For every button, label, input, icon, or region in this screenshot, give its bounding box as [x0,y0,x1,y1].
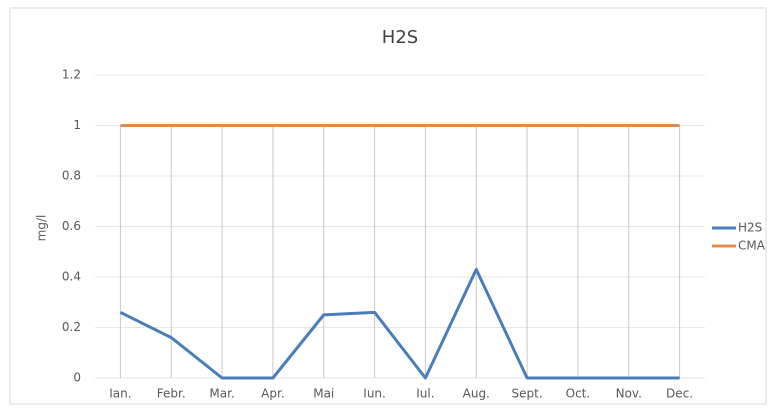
y-tick-label: 0.8 [62,169,81,183]
y-axis-label: mg/l [35,215,49,242]
x-tick-label: Mar. [209,387,234,401]
x-tick-label: Nov. [616,387,642,401]
x-tick-label: Iun. [363,387,386,401]
chart-title: H2S [382,27,418,48]
legend-label: H2S [738,221,762,235]
x-tick-label: Febr. [157,387,186,401]
x-tick-label: Oct. [566,387,591,401]
legend-label: CMA [738,239,766,253]
x-tick-label: Iul. [416,387,434,401]
y-tick-label: 1.2 [62,68,81,82]
x-tick-label: Sept. [512,387,543,401]
x-tick-label: Mai [313,387,334,401]
chart-border [9,7,767,405]
line-series [119,267,680,380]
x-tick-label: Aug. [463,387,490,401]
y-tick-label: 0 [73,371,81,385]
x-tick-label: Ian. [109,387,131,401]
y-tick-label: 0.2 [62,320,81,334]
y-tick-label: 0.6 [62,219,81,233]
y-tick-label: 0.4 [62,270,81,284]
y-tick-label: 1 [73,118,81,132]
x-tick-label: Apr. [261,387,284,401]
x-tick-label: Dec. [666,387,693,401]
